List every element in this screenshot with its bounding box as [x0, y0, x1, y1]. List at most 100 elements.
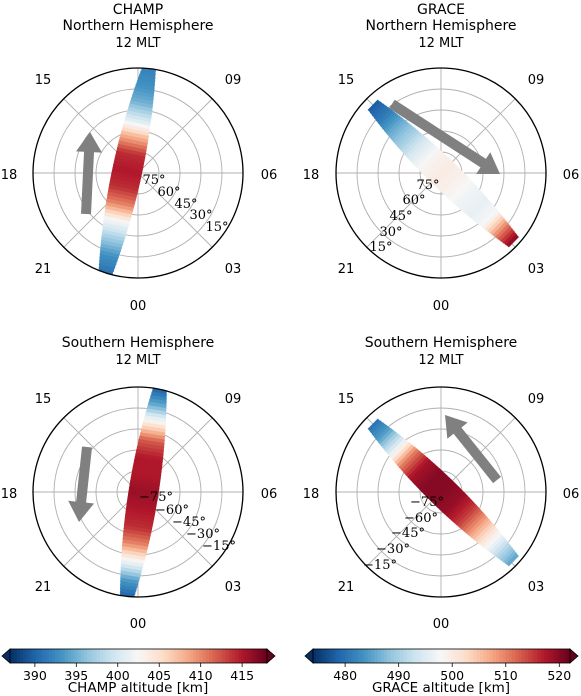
ring-label-45: 45°	[174, 197, 197, 212]
mlt-label-18: 18	[1, 487, 18, 502]
colorbar-step	[160, 649, 165, 663]
colorbar-step	[341, 649, 346, 663]
colorbar-tick-label: 520	[547, 668, 571, 683]
mlt-label-18: 18	[303, 487, 320, 502]
colorbar-step	[209, 649, 213, 663]
colorbar-tick-label: 500	[440, 668, 464, 683]
colorbar-tick-label: 395	[64, 668, 88, 683]
ring-label-45: 45°	[389, 209, 412, 224]
mlt-label-06: 06	[261, 487, 278, 502]
colorbar-step	[125, 649, 130, 663]
colorbar-step	[467, 649, 472, 663]
mlt-label-21: 21	[338, 262, 355, 277]
colorbar-step	[180, 649, 185, 663]
dial-boundary	[32, 67, 244, 279]
colorbar-step	[550, 649, 555, 663]
colorbar-step	[186, 649, 191, 663]
satellite-track	[367, 418, 519, 567]
grid-spoke-21	[63, 491, 139, 567]
colorbar-step	[361, 649, 365, 663]
colorbar-step	[541, 649, 545, 663]
ring-label-75: −75°	[139, 490, 173, 505]
mlt-label-00: 00	[130, 617, 147, 632]
colorbar-step	[26, 649, 30, 663]
mlt-label-00: 00	[433, 299, 450, 314]
colorbar-step	[54, 649, 59, 663]
colorbar-step	[370, 649, 375, 663]
colorbar-step	[193, 649, 197, 663]
colorbar-frame	[9, 648, 268, 664]
panel-title-line-1: Southern Hemisphere	[62, 335, 215, 351]
ring-label-75: 75°	[416, 178, 439, 193]
colorbar-tick-label: 415	[230, 668, 254, 683]
ring-label-60: 60°	[157, 185, 180, 200]
colorbar-step	[512, 649, 516, 663]
colorbar-step	[313, 649, 317, 663]
mlt-label-00: 00	[130, 299, 147, 314]
colorbar-step	[154, 649, 159, 663]
colorbar-step	[254, 649, 258, 663]
track-segment	[505, 234, 519, 248]
colorbar-step	[425, 649, 430, 663]
colorbar-step	[345, 649, 349, 663]
colorbar-step	[83, 649, 88, 663]
colorbar-step	[199, 649, 204, 663]
colorbar-tick-label: 480	[333, 668, 357, 683]
colorbar-step	[87, 649, 91, 663]
colorbar-step	[241, 649, 246, 663]
colorbar-step	[151, 649, 156, 663]
colorbar-step	[35, 649, 40, 663]
noon-mlt-label: 12 MLT	[418, 36, 463, 51]
direction-arrow	[76, 132, 103, 215]
colorbar-step	[419, 649, 423, 663]
colorbar-step	[489, 649, 494, 663]
noon-mlt-label: 12 MLT	[115, 353, 160, 368]
grid-spoke-3	[137, 172, 213, 248]
colorbar-step	[447, 649, 452, 663]
colorbar-step	[463, 649, 468, 663]
mlt-label-15: 15	[338, 392, 355, 407]
colorbar-label: GRACE altitude [km]	[372, 680, 510, 696]
colorbar-step	[112, 649, 117, 663]
colorbar-step	[319, 649, 324, 663]
mlt-label-09: 09	[225, 392, 242, 407]
grid-spoke-21	[366, 491, 442, 567]
satellite-track	[98, 68, 157, 276]
colorbar-step	[544, 649, 549, 663]
mlt-label-15: 15	[338, 73, 355, 88]
colorbar-step	[396, 649, 401, 663]
colorbar-step	[354, 649, 359, 663]
colorbar-step	[212, 649, 217, 663]
colorbar-step	[560, 649, 565, 663]
colorbar-max-extension	[266, 648, 276, 664]
colorbar-step	[563, 649, 568, 663]
colorbar-frame	[312, 648, 571, 664]
colorbar-step	[322, 649, 327, 663]
colorbar-step	[74, 649, 79, 663]
colorbar-tick-label: 400	[106, 668, 130, 683]
colorbar-step	[566, 649, 571, 663]
colorbar-step	[106, 649, 111, 663]
colorbar-tick-label: 390	[23, 668, 47, 683]
colorbar-gradient	[304, 648, 579, 664]
colorbar-step	[534, 649, 539, 663]
colorbar-step	[231, 649, 236, 663]
ring-label-15: −15°	[363, 558, 397, 573]
satellite-track	[119, 388, 168, 597]
colorbar-step	[38, 649, 43, 663]
arrow-shape	[445, 415, 501, 484]
ring-label-75: −75°	[410, 495, 444, 510]
colorbar-step	[431, 649, 436, 663]
champ-northern-hemisphere-panel: CHAMP Northern Hemisphere 12 MLT 15 09 1…	[1, 2, 278, 314]
colorbar-step	[537, 649, 542, 663]
mlt-label-03: 03	[225, 262, 242, 277]
ring-label-30: −30°	[376, 542, 410, 557]
mlt-label-15: 15	[35, 392, 52, 407]
colorbar-step	[16, 649, 21, 663]
satellite-track	[367, 99, 519, 248]
colorbar-step	[357, 649, 362, 663]
colorbar-step	[406, 649, 410, 663]
colorbar-tick-label: 510	[494, 668, 518, 683]
colorbar-step	[202, 649, 207, 663]
colorbar-step	[51, 649, 56, 663]
